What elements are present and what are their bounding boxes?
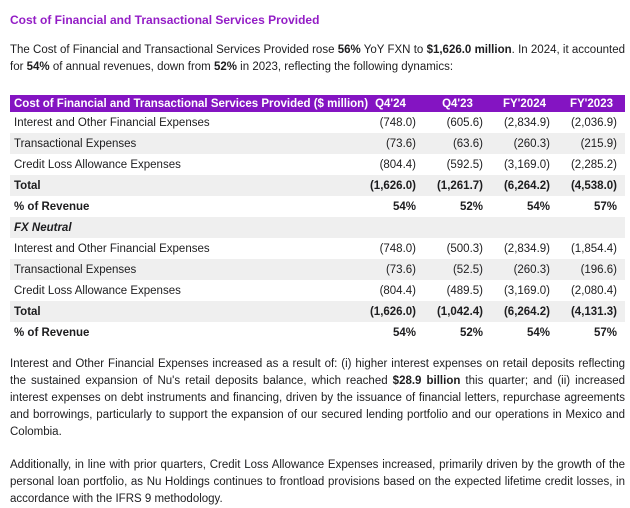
cost-of-services-table: Cost of Financial and Transactional Serv… — [10, 95, 625, 343]
cell-value: (3,169.0) — [503, 158, 550, 171]
row-label: Transactional Expenses — [14, 137, 137, 150]
cell-value: 57% — [593, 200, 617, 213]
table-row-fx-neutral-section: FX Neutral — [10, 217, 625, 238]
cell-value: 54% — [392, 326, 416, 339]
cell-value: (215.9) — [580, 137, 617, 150]
row-label: Transactional Expenses — [14, 263, 137, 276]
cell-value: (63.6) — [452, 137, 483, 150]
cell-value: (489.5) — [446, 284, 483, 297]
cell-value: (4,538.0) — [570, 179, 617, 192]
table-row-pct-of-revenue-fxn: % of Revenue 54% 52% 54% 57% — [10, 322, 625, 343]
intro-paragraph: The Cost of Financial and Transactional … — [10, 44, 625, 73]
row-label: % of Revenue — [14, 200, 90, 213]
cell-value: (260.3) — [513, 263, 550, 276]
cell-value: 54% — [526, 200, 550, 213]
table-row-total: Total (1,626.0) (1,261.7) (6,264.2) (4,5… — [10, 175, 625, 196]
cell-value: 52% — [459, 326, 483, 339]
cell-value: (2,285.2) — [570, 158, 617, 171]
cell-value: (592.5) — [446, 158, 483, 171]
cell-value: (6,264.2) — [503, 179, 550, 192]
table-row-total-fxn: Total (1,626.0) (1,042.4) (6,264.2) (4,1… — [10, 301, 625, 322]
cell-value: (804.4) — [379, 284, 416, 297]
cell-value: (260.3) — [513, 137, 550, 150]
cell-value: 57% — [593, 326, 617, 339]
cell-value: (4,131.3) — [570, 305, 617, 318]
section-title: Cost of Financial and Transactional Serv… — [10, 13, 320, 27]
cell-value: (1,261.7) — [436, 179, 483, 192]
cell-value: (500.3) — [446, 242, 483, 255]
row-label: Interest and Other Financial Expenses — [14, 116, 210, 129]
table-row-interest-expenses-fxn: Interest and Other Financial Expenses (7… — [10, 238, 625, 259]
row-label: Total — [14, 305, 41, 318]
table-row-interest-expenses: Interest and Other Financial Expenses (7… — [10, 112, 625, 133]
cell-value: (804.4) — [379, 158, 416, 171]
row-label: Credit Loss Allowance Expenses — [14, 158, 181, 171]
body-paragraph-interest-expenses: Interest and Other Financial Expenses in… — [10, 358, 626, 438]
cell-value: (73.6) — [385, 263, 416, 276]
cell-value: (748.0) — [379, 242, 416, 255]
table-row-transactional-expenses-fxn: Transactional Expenses (73.6) (52.5) (26… — [10, 259, 625, 280]
column-header-q4-24: Q4'24 — [357, 95, 424, 112]
cell-value: (52.5) — [452, 263, 483, 276]
column-header-q4-23: Q4'23 — [424, 95, 491, 112]
row-label: Credit Loss Allowance Expenses — [14, 284, 181, 297]
cell-value: 54% — [526, 326, 550, 339]
cell-value: (6,264.2) — [503, 305, 550, 318]
column-header-metric: Cost of Financial and Transactional Serv… — [10, 95, 368, 112]
cell-value: (73.6) — [385, 137, 416, 150]
table-header-row: Cost of Financial and Transactional Serv… — [10, 95, 625, 112]
cell-value: 54% — [392, 200, 416, 213]
body-paragraph-credit-loss: Additionally, in line with prior quarter… — [10, 459, 625, 505]
cell-value: (2,834.9) — [503, 242, 550, 255]
cell-value: (1,626.0) — [369, 305, 416, 318]
table-row-credit-loss-expenses: Credit Loss Allowance Expenses (804.4) (… — [10, 154, 625, 175]
cell-value: (605.6) — [446, 116, 483, 129]
table-row-credit-loss-expenses-fxn: Credit Loss Allowance Expenses (804.4) (… — [10, 280, 625, 301]
column-header-fy2023: FY'2023 — [558, 95, 625, 112]
table-row-pct-of-revenue: % of Revenue 54% 52% 54% 57% — [10, 196, 625, 217]
cell-value: (3,169.0) — [503, 284, 550, 297]
cell-value: (1,626.0) — [369, 179, 416, 192]
cell-value: (2,834.9) — [503, 116, 550, 129]
column-header-fy2024: FY'2024 — [491, 95, 558, 112]
row-label: Interest and Other Financial Expenses — [14, 242, 210, 255]
fx-neutral-section-label: FX Neutral — [14, 221, 72, 234]
cell-value: (2,036.9) — [570, 116, 617, 129]
cell-value: (1,042.4) — [436, 305, 483, 318]
cell-value: (2,080.4) — [570, 284, 617, 297]
row-label: Total — [14, 179, 41, 192]
cell-value: (196.6) — [580, 263, 617, 276]
cell-value: (1,854.4) — [570, 242, 617, 255]
cell-value: 52% — [459, 200, 483, 213]
row-label: % of Revenue — [14, 326, 90, 339]
table-row-transactional-expenses: Transactional Expenses (73.6) (63.6) (26… — [10, 133, 625, 154]
cell-value: (748.0) — [379, 116, 416, 129]
